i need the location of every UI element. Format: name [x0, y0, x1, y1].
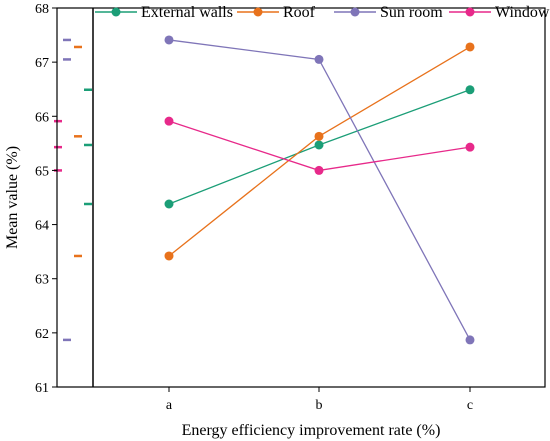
y-tick-label: 68: [35, 2, 49, 17]
series-line: [168, 46, 471, 257]
legend-label: External walls: [141, 4, 233, 21]
legend-marker: [465, 7, 475, 17]
y-tick-label: 67: [35, 56, 49, 71]
x-axis-title: Energy efficiency improvement rate (%): [182, 422, 441, 439]
data-point: [465, 335, 475, 345]
legend-marker: [111, 7, 121, 17]
x-tick-label: b: [316, 398, 323, 413]
series-external-walls: [164, 85, 475, 209]
y-tick-label: 63: [35, 273, 49, 288]
y-tick-label: 65: [35, 164, 49, 179]
side-marker-panel: [54, 38, 92, 342]
legend-label: Windows: [495, 4, 550, 21]
data-point: [465, 142, 475, 152]
data-point: [465, 42, 475, 52]
data-point: [465, 85, 475, 95]
y-tick-label: 62: [35, 327, 49, 342]
x-tick-label: a: [166, 398, 173, 413]
legend: External walls Roof Sun room Windows: [95, 4, 550, 21]
x-axis-ticks: a b c: [166, 387, 473, 413]
series-roof: [164, 42, 475, 261]
y-axis-ticks: 61 62 63 64 65 66 67 68: [35, 2, 57, 396]
data-point: [164, 199, 174, 209]
data-point: [314, 140, 324, 150]
y-axis-title: Mean value (%): [4, 146, 21, 249]
data-point: [314, 54, 324, 64]
y-tick-label: 66: [35, 110, 49, 125]
legend-marker: [350, 7, 360, 17]
axes: [56, 7, 546, 388]
x-tick-label: c: [467, 398, 473, 413]
series-line: [168, 39, 471, 341]
data-point: [164, 251, 174, 261]
series-group: [164, 35, 475, 345]
series-windows: [164, 116, 475, 175]
legend-label: Sun room: [380, 4, 443, 21]
plot-frame: [56, 7, 546, 388]
series-sun-room: [164, 35, 475, 345]
data-point: [164, 116, 174, 126]
legend-marker: [253, 7, 263, 17]
data-point: [314, 165, 324, 175]
data-point: [164, 35, 174, 45]
data-point: [314, 131, 324, 141]
y-tick-label: 61: [35, 381, 49, 396]
legend-label: Roof: [283, 4, 316, 21]
y-tick-label: 64: [35, 219, 49, 234]
